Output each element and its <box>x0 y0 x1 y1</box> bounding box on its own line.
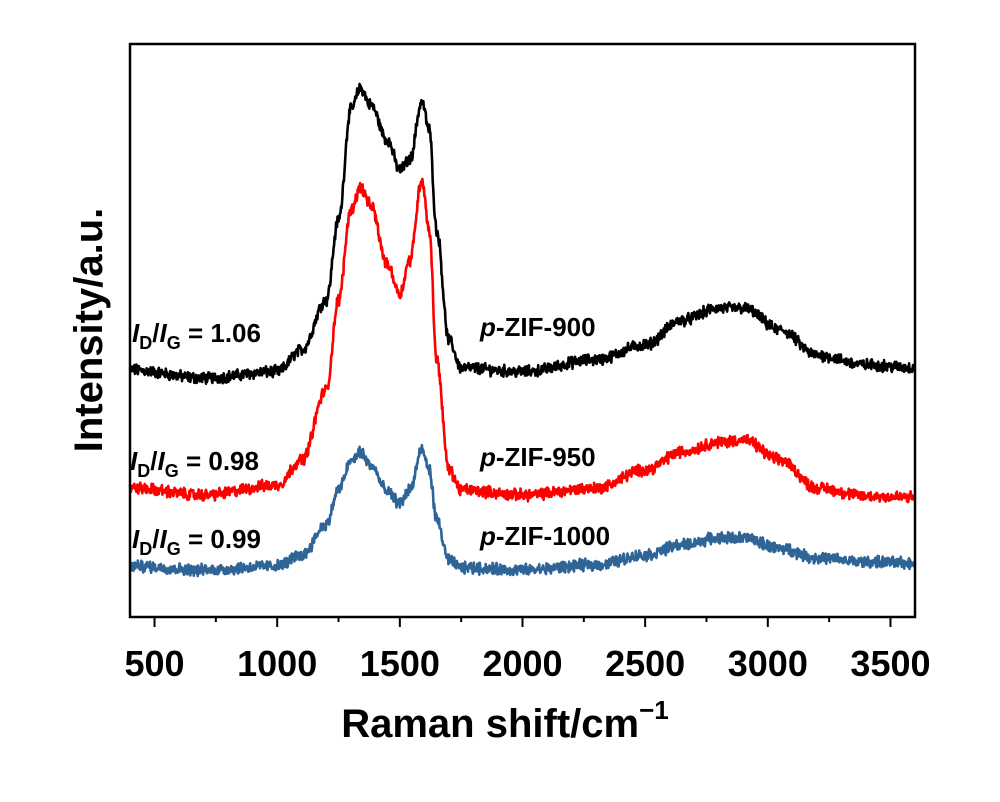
x-tick-label: 3000 <box>728 643 808 684</box>
series-line-p-zif-900 <box>128 82 917 385</box>
ratio-i: I <box>132 524 140 554</box>
x-tick-label: 500 <box>124 643 184 684</box>
x-tick-label: 1000 <box>237 643 317 684</box>
ratio-label-950: ID/IG = 0.98 <box>130 446 259 481</box>
series-line-p-zif-1000 <box>128 443 917 578</box>
sample-prefix: p <box>479 521 496 551</box>
sample-label-900: p-ZIF-900 <box>479 312 596 342</box>
x-tick-label: 2500 <box>605 643 685 684</box>
ratio-i: I <box>159 318 167 348</box>
sample-name: -ZIF-950 <box>496 442 596 472</box>
x-axis-title-text: Raman shift/cm <box>341 702 639 746</box>
annotations: ID/IG = 1.06 ID/IG = 0.98 ID/IG = 0.99 p… <box>130 312 610 559</box>
x-axis-ticks <box>153 617 892 627</box>
ratio-label-900: ID/IG = 1.06 <box>132 318 261 353</box>
ratio-eq: = <box>181 318 211 348</box>
sample-label-1000: p-ZIF-1000 <box>479 521 610 551</box>
ratio-eq: = <box>179 446 209 476</box>
ratio-sub-d: D <box>137 461 150 481</box>
x-tick-label: 2000 <box>482 643 562 684</box>
ratio-value: 0.98 <box>208 446 259 476</box>
ratio-sub-d: D <box>139 539 152 559</box>
ratio-slash: / <box>152 318 159 348</box>
x-axis-tick-labels: 500 1000 1500 2000 2500 3000 3500 <box>124 643 930 684</box>
ratio-sub-d: D <box>139 333 152 353</box>
ratio-sub-g: G <box>165 461 179 481</box>
ratio-value: 0.99 <box>210 524 261 554</box>
ratio-sub-g: G <box>167 539 181 559</box>
y-axis-title: Intensity/a.u. <box>67 208 111 453</box>
ratio-i: I <box>132 318 140 348</box>
x-axis-title-superscript: −1 <box>639 695 669 725</box>
x-tick-label: 3500 <box>850 643 930 684</box>
sample-label-950: p-ZIF-950 <box>479 442 596 472</box>
series-line-p-zif-950 <box>128 177 917 504</box>
sample-name: -ZIF-900 <box>496 312 596 342</box>
ratio-label-1000: ID/IG = 0.99 <box>132 524 261 559</box>
sample-prefix: p <box>479 442 496 472</box>
x-axis-title: Raman shift/cm−1 <box>341 695 669 746</box>
x-tick-label: 1500 <box>360 643 440 684</box>
ratio-value: 1.06 <box>210 318 261 348</box>
ratio-slash: / <box>152 524 159 554</box>
ratio-i: I <box>157 446 165 476</box>
sample-prefix: p <box>479 312 496 342</box>
sample-name: -ZIF-1000 <box>496 521 610 551</box>
ratio-sub-g: G <box>167 333 181 353</box>
series-layer <box>128 82 917 578</box>
ratio-i: I <box>159 524 167 554</box>
ratio-i: I <box>130 446 138 476</box>
ratio-eq: = <box>181 524 211 554</box>
ratio-slash: / <box>150 446 157 476</box>
